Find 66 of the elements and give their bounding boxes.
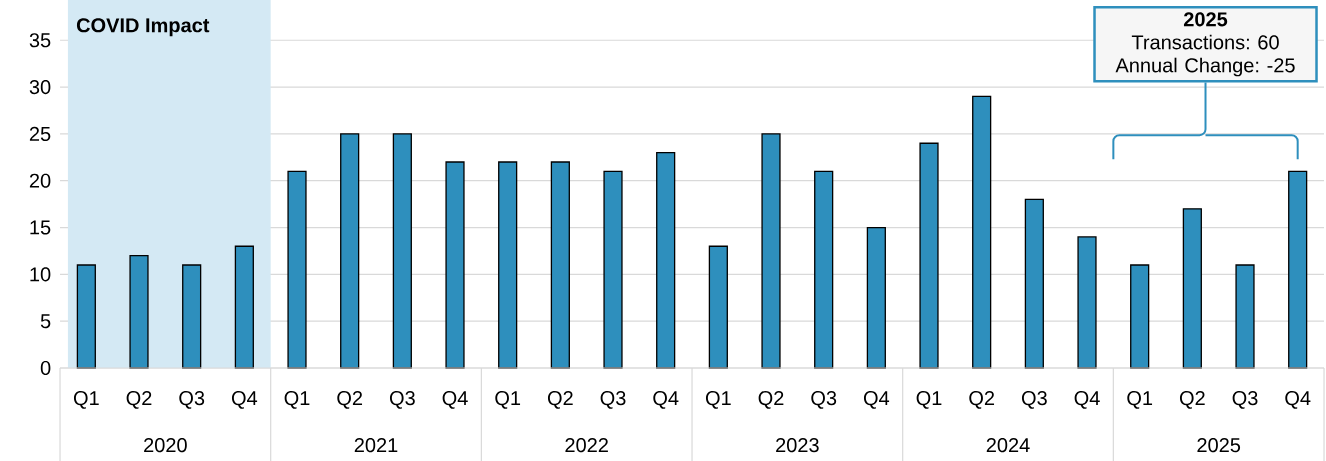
annotation: 2025 bbox=[1183, 12, 1228, 27]
text: 2025 bbox=[1197, 438, 1241, 453]
text: 2024 bbox=[986, 438, 1030, 453]
text: 2023 bbox=[776, 438, 819, 453]
bar bbox=[550, 161, 570, 369]
x-tick-label: Q3 bbox=[389, 391, 415, 409]
x-tick-label: Q2 bbox=[126, 391, 152, 409]
bar bbox=[392, 133, 412, 369]
bar bbox=[1130, 264, 1150, 369]
text: 2022 bbox=[565, 438, 608, 453]
bar bbox=[972, 95, 992, 369]
x-tick-label: Q2 bbox=[547, 391, 573, 409]
y-tick-label: 30 bbox=[29, 79, 51, 95]
bar bbox=[814, 170, 834, 369]
bar bbox=[340, 133, 360, 369]
x-tick-label: Q1 bbox=[73, 391, 99, 409]
bar bbox=[1288, 170, 1308, 369]
bar bbox=[656, 151, 676, 369]
annotation: Annual Change: -25 bbox=[1115, 57, 1295, 77]
y-tick-label: 25 bbox=[29, 126, 51, 141]
bar bbox=[761, 133, 781, 369]
bar bbox=[498, 161, 518, 369]
bar bbox=[1182, 208, 1202, 369]
x-tick-label: Q3 bbox=[1232, 391, 1258, 409]
bar bbox=[603, 170, 623, 369]
bar bbox=[182, 264, 202, 369]
x-tick-label: Q2 bbox=[969, 391, 995, 409]
text: 2020 bbox=[144, 438, 187, 453]
bar bbox=[708, 245, 728, 369]
bar bbox=[1235, 264, 1255, 369]
x-tick-label: Q4 bbox=[653, 391, 679, 409]
band-label: COVID Impact bbox=[76, 18, 210, 37]
bar bbox=[129, 254, 149, 369]
x-tick-label: Q4 bbox=[231, 391, 258, 409]
x-tick-label: Q4 bbox=[1285, 391, 1311, 409]
bar bbox=[919, 142, 939, 369]
x-tick-label: Q4 bbox=[442, 391, 468, 409]
bar bbox=[76, 264, 96, 369]
x-tick-label: Q1 bbox=[1127, 391, 1153, 409]
x-tick-label: Q4 bbox=[863, 391, 890, 409]
x-tick-label: Q4 bbox=[1074, 391, 1100, 409]
x-tick-label: Q3 bbox=[179, 391, 205, 409]
y-tick-label: 5 bbox=[40, 314, 51, 329]
bar bbox=[866, 226, 886, 369]
bar bbox=[1024, 198, 1044, 369]
bar bbox=[234, 245, 254, 369]
bar bbox=[287, 170, 307, 369]
annotation: Transactions: 60 bbox=[1131, 34, 1279, 50]
x-tick-label: Q1 bbox=[495, 391, 521, 409]
y-tick-label: 20 bbox=[29, 173, 51, 188]
x-tick-label: Q2 bbox=[1179, 391, 1205, 409]
x-tick-label: Q3 bbox=[811, 391, 837, 409]
bar bbox=[445, 161, 465, 369]
text: 2021 bbox=[354, 438, 398, 453]
y-tick-label: 35 bbox=[29, 33, 51, 48]
x-tick-label: Q2 bbox=[337, 391, 363, 409]
bar bbox=[1077, 236, 1097, 369]
x-tick-label: Q3 bbox=[1021, 391, 1047, 409]
x-tick-label: Q3 bbox=[600, 391, 626, 409]
x-tick-label: Q1 bbox=[705, 391, 731, 409]
x-tick-label: Q2 bbox=[758, 391, 784, 409]
x-tick-label: Q1 bbox=[284, 391, 310, 409]
y-tick-label: 0 bbox=[40, 360, 51, 376]
x-tick-label: Q1 bbox=[916, 391, 942, 409]
y-tick-label: 15 bbox=[30, 220, 51, 235]
y-tick-label: 10 bbox=[30, 267, 51, 282]
